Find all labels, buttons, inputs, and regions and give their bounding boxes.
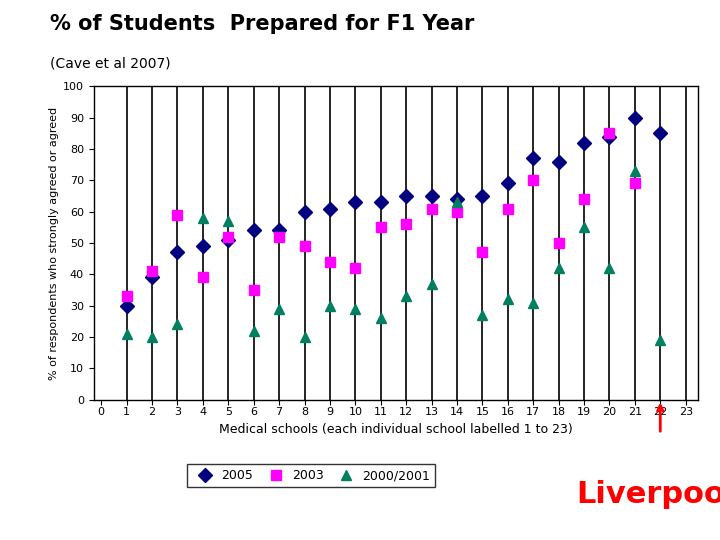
Legend: 2005, 2003, 2000/2001: 2005, 2003, 2000/2001: [187, 464, 435, 487]
Text: Liverpool: Liverpool: [576, 480, 720, 509]
X-axis label: Medical schools (each individual school labelled 1 to 23): Medical schools (each individual school …: [219, 423, 573, 436]
Y-axis label: % of respondents who strongly agreed or agreed: % of respondents who strongly agreed or …: [49, 106, 59, 380]
Text: (Cave et al 2007): (Cave et al 2007): [50, 57, 171, 71]
Text: % of Students  Prepared for F1 Year: % of Students Prepared for F1 Year: [50, 14, 474, 33]
